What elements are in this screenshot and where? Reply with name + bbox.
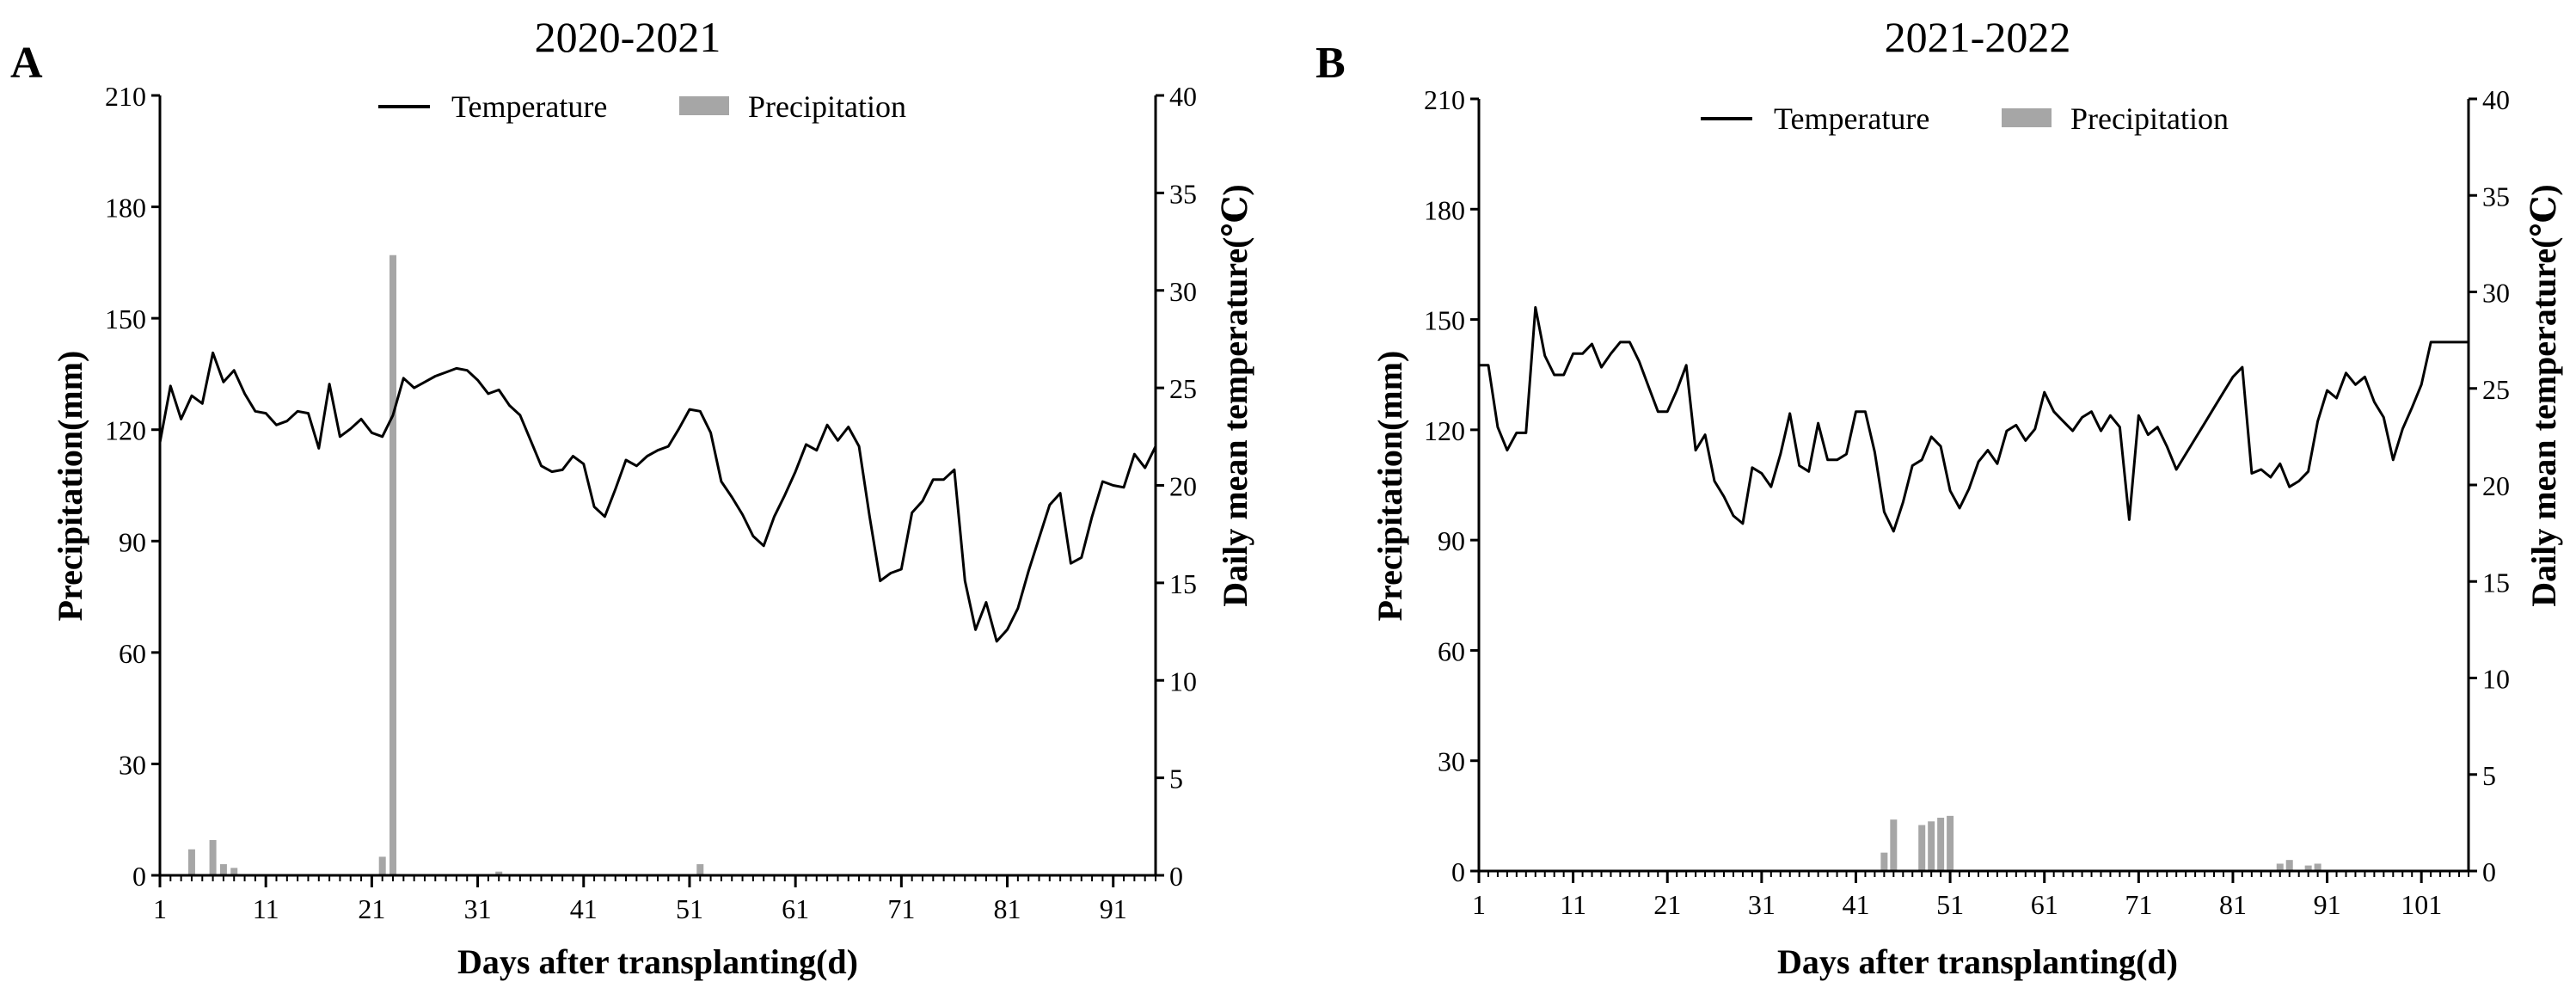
precipitation-bar xyxy=(219,864,227,875)
y-tick-label-left: 30 xyxy=(119,749,146,780)
panel-a: A 2020-2021 0 30 60 90 120 150 180 210 0 5 10 15 20 25 3… xyxy=(10,13,1254,981)
precipitation-bar xyxy=(1918,825,1926,871)
x-tick-label: 81 xyxy=(994,893,1021,924)
y-tick-label-right: 35 xyxy=(1169,178,1197,209)
x-tick-label: 21 xyxy=(1653,889,1681,920)
precipitation-bar xyxy=(1947,815,1954,871)
y-tick-label-right: 25 xyxy=(2482,374,2510,405)
temperature-line xyxy=(158,351,1157,643)
y-tick-label-right: 10 xyxy=(1169,666,1197,696)
precipitation-bar xyxy=(2314,863,2321,871)
y-tick-label-right: 40 xyxy=(1169,81,1197,112)
y-tick-label-right: 25 xyxy=(1169,373,1197,404)
y-tick-label-left: 180 xyxy=(105,193,146,224)
y-axis-label-right: Daily mean temperature(℃) xyxy=(1216,184,1254,607)
panel-b: B 2021-2022 0 30 60 90 120 150 180 210 0 5 10 15 20 25 3… xyxy=(1316,13,2563,981)
legend-temperature-label: Temperature xyxy=(1774,101,1929,136)
x-tick-label: 1 xyxy=(153,893,167,924)
precipitation-bar xyxy=(696,864,704,875)
x-tick-label: 11 xyxy=(1560,889,1586,920)
y-tick-label-left: 210 xyxy=(1424,84,1465,115)
x-tick-label: 91 xyxy=(1100,893,1127,924)
y-tick-label-left: 60 xyxy=(119,638,146,669)
precipitation-bar xyxy=(1928,821,1935,871)
y-tick-label-right: 0 xyxy=(2482,856,2496,887)
x-tick-label: 1 xyxy=(1472,889,1486,920)
x-tick-label: 41 xyxy=(1842,889,1869,920)
legend: Temperature Precipitation xyxy=(1701,101,2229,136)
y-tick-label-right: 10 xyxy=(2482,664,2510,695)
x-tick-label: 71 xyxy=(2125,889,2152,920)
y-tick-label-left: 90 xyxy=(119,526,146,557)
y-tick-label-right: 35 xyxy=(2482,181,2510,212)
precipitation-bar xyxy=(187,849,195,875)
y-tick-label-right: 30 xyxy=(1169,276,1197,307)
y-tick-label-left: 0 xyxy=(132,861,146,892)
y-tick-label-right: 20 xyxy=(1169,471,1197,502)
y-tick-label-left: 120 xyxy=(1424,415,1465,446)
x-tick-label: 61 xyxy=(782,893,809,924)
y-tick-label-left: 30 xyxy=(1438,746,1465,777)
y-tick-label-left: 150 xyxy=(1424,305,1465,336)
precipitation-bar xyxy=(1937,817,1945,871)
y-axis-label-left: Precipitation(mm) xyxy=(1371,351,1409,622)
x-tick-label: 101 xyxy=(2401,889,2442,920)
x-tick-label: 51 xyxy=(1936,889,1964,920)
chart-title: 2021-2022 xyxy=(1885,13,2071,61)
y-tick-label-left: 60 xyxy=(1438,635,1465,666)
y-tick-label-left: 210 xyxy=(105,81,146,112)
precipitation-bar xyxy=(1890,819,1898,871)
y-tick-label-right: 15 xyxy=(1169,568,1197,599)
y-axis-label-right: Daily mean temperature(℃) xyxy=(2524,184,2563,607)
temperature-line xyxy=(1479,306,2469,533)
x-tick-label: 31 xyxy=(464,893,492,924)
y-tick-label-right: 20 xyxy=(2482,470,2510,501)
x-tick-label: 21 xyxy=(358,893,385,924)
y-tick-label-right: 40 xyxy=(2482,84,2510,115)
precipitation-bar xyxy=(209,839,217,875)
legend-precipitation-swatch xyxy=(2002,108,2052,127)
legend-precipitation-label: Precipitation xyxy=(748,89,906,124)
precipitation-bar xyxy=(389,255,397,875)
legend-precipitation-label: Precipitation xyxy=(2070,101,2229,136)
x-tick-label: 41 xyxy=(570,893,598,924)
x-tick-label: 51 xyxy=(676,893,703,924)
x-tick-label: 91 xyxy=(2314,889,2341,920)
precipitation-bar xyxy=(2304,865,2312,871)
y-tick-label-right: 30 xyxy=(2482,278,2510,309)
y-axis-label-left: Precipitation(mm) xyxy=(51,351,89,622)
x-tick-label: 31 xyxy=(1748,889,1776,920)
chart-title: 2020-2021 xyxy=(535,13,721,61)
y-tick-label-left: 120 xyxy=(105,415,146,446)
precipitation-bar xyxy=(1880,852,1888,871)
y-tick-label-left: 150 xyxy=(105,304,146,334)
precipitation-bar xyxy=(2285,860,2293,871)
y-tick-label-right: 15 xyxy=(2482,567,2510,598)
precipitation-bar xyxy=(495,871,503,875)
y-tick-label-left: 0 xyxy=(1451,856,1465,887)
precipitation-bar xyxy=(230,868,238,875)
precipitation-bar xyxy=(378,856,386,875)
x-tick-label: 61 xyxy=(2031,889,2058,920)
y-tick-label-left: 180 xyxy=(1424,194,1465,225)
x-tick-label: 71 xyxy=(887,893,915,924)
legend-precipitation-swatch xyxy=(679,96,729,115)
x-axis-label: Days after transplanting(d) xyxy=(1777,942,2178,981)
x-tick-label: 81 xyxy=(2219,889,2247,920)
legend: Temperature Precipitation xyxy=(378,89,906,124)
panel-label: A xyxy=(10,39,43,88)
legend-temperature-label: Temperature xyxy=(451,89,607,124)
precipitation-bar xyxy=(2276,863,2284,871)
x-tick-label: 11 xyxy=(253,893,279,924)
panel-label: B xyxy=(1316,39,1346,88)
y-tick-label-right: 0 xyxy=(1169,861,1183,892)
y-tick-label-right: 5 xyxy=(1169,764,1183,794)
x-axis-label: Days after transplanting(d) xyxy=(457,942,858,981)
y-tick-label-left: 90 xyxy=(1438,525,1465,556)
y-tick-label-right: 5 xyxy=(2482,760,2496,791)
